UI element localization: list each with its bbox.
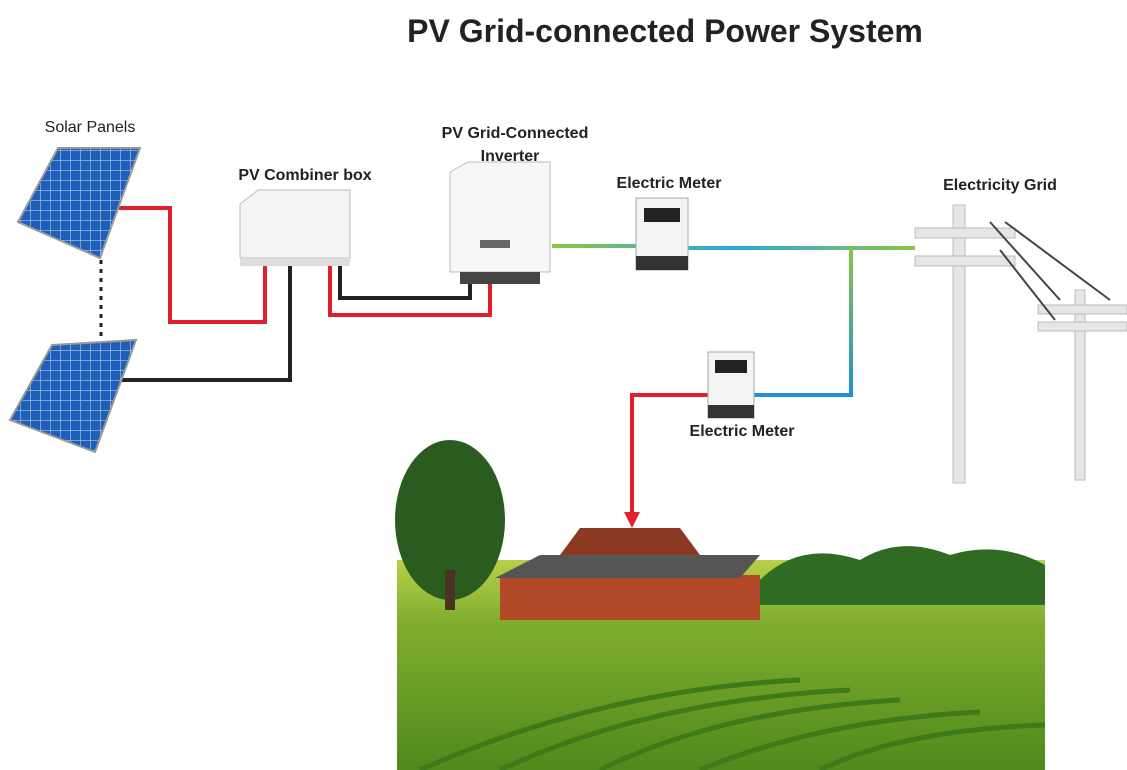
inverter xyxy=(450,162,550,284)
diagram: PV Grid-connected Power System Solar Pan… xyxy=(0,0,1127,770)
node-label: Electricity Grid xyxy=(943,177,1057,194)
solar-panels xyxy=(10,148,140,452)
grid-poles xyxy=(915,205,1127,483)
node-label: PV Combiner box xyxy=(238,167,371,184)
node-label: PV Grid-Connected xyxy=(442,125,589,142)
farm-scene xyxy=(395,440,1045,770)
node-label: Solar Panels xyxy=(45,119,136,136)
electric-meter xyxy=(636,198,688,270)
node-label: Electric Meter xyxy=(690,423,795,440)
node-label: Inverter xyxy=(481,148,540,165)
electric-meter xyxy=(708,352,754,418)
node-label: Electric Meter xyxy=(617,175,722,192)
title: PV Grid-connected Power System xyxy=(407,13,923,49)
combiner-box xyxy=(240,190,350,266)
